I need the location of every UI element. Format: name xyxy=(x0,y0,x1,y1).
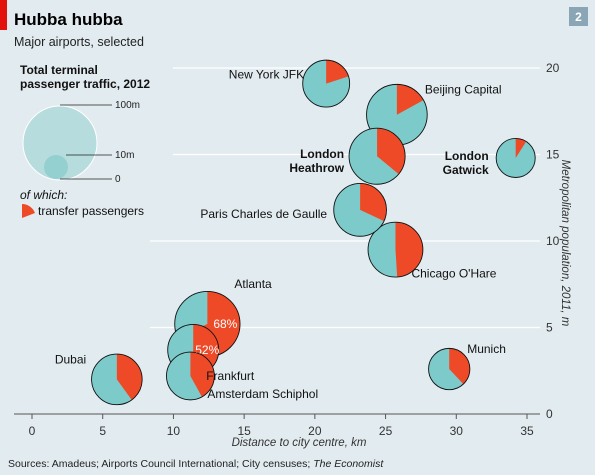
x-tick-30: 30 xyxy=(450,424,464,438)
transfer-slice-munich xyxy=(449,348,470,385)
transfer-slice-dubai xyxy=(116,354,143,400)
bubble-outline-chicago-o-hare xyxy=(367,221,424,278)
label-line-atlanta: Atlanta xyxy=(234,277,272,291)
bubble-outline-dubai xyxy=(91,353,143,406)
label-line-london-gatwick: Gatwick xyxy=(443,163,489,177)
gridlines xyxy=(14,67,540,415)
x-tick-5: 5 xyxy=(99,424,106,438)
transfer-slice-amsterdam-schiphol xyxy=(190,352,215,397)
label-line-amsterdam-schiphol: Amsterdam Schiphol xyxy=(207,387,318,401)
transfer-slice-london-gatwick xyxy=(515,138,527,158)
label-line-new-york-jfk: New York JFK xyxy=(229,68,304,82)
bubble-outline-new-york-jfk xyxy=(302,59,351,108)
legend-bubble-small xyxy=(44,155,68,179)
label-chicago-o-hare: Chicago O'Hare xyxy=(411,267,496,281)
label-line-frankfurt: Frankfurt xyxy=(206,369,255,383)
label-dubai: Dubai xyxy=(55,352,86,366)
label-new-york-jfk: New York JFK xyxy=(229,68,304,82)
label-london-heathrow: London Heathrow xyxy=(289,147,344,175)
y-tick-20: 20 xyxy=(546,61,560,75)
source-text: Sources: Amadeus; Airports Council Inter… xyxy=(8,458,313,470)
page-number: 2 xyxy=(575,10,582,24)
x-tick-15: 15 xyxy=(237,424,251,438)
bubble-outline-london-gatwick xyxy=(495,137,536,178)
legend: Total terminal passenger traffic, 2012 1… xyxy=(8,58,173,233)
bubble-outline-paris-charles-de-gaulle xyxy=(333,183,387,237)
bubble-dubai xyxy=(91,353,143,406)
bubble-london-heathrow xyxy=(348,127,406,185)
label-line-london-gatwick: London xyxy=(445,149,489,163)
bubbles: 68% 52% xyxy=(91,59,536,406)
x-axis-title: Distance to city centre, km xyxy=(232,437,367,449)
y-axis-title: Metropolitan population, 2011, m xyxy=(559,160,571,327)
source-publication: The Economist xyxy=(313,458,384,470)
transfer-slice-new-york-jfk xyxy=(326,60,349,84)
label-line-london-heathrow: Heathrow xyxy=(289,161,344,175)
brand-bar xyxy=(0,0,7,30)
bubble-outline-london-heathrow xyxy=(348,127,406,185)
label-munich: Munich xyxy=(467,342,506,356)
legend-of-which: of which: xyxy=(20,188,67,202)
x-tick-0: 0 xyxy=(29,424,36,438)
label-line-chicago-o-hare: Chicago O'Hare xyxy=(411,267,496,281)
y-tick-15: 15 xyxy=(546,148,560,162)
transfer-slice-london-heathrow xyxy=(377,128,406,175)
legend-title-line1: Total terminal xyxy=(20,63,98,77)
x-tick-25: 25 xyxy=(379,424,393,438)
source-note: Sources: Amadeus; Airports Council Inter… xyxy=(8,458,384,470)
y-tick-labels: 0 5 10 15 20 xyxy=(546,61,560,421)
pct-label-frankfurt: 52% xyxy=(195,343,219,357)
legend-size-zero: 0 xyxy=(115,174,121,185)
bubble-outline-munich xyxy=(428,347,471,391)
pct-label-atlanta: 68% xyxy=(213,317,237,331)
x-tick-20: 20 xyxy=(308,424,322,438)
label-line-paris-charles-de-gaulle: Paris Charles de Gaulle xyxy=(200,207,327,221)
label-line-dubai: Dubai xyxy=(55,352,86,366)
bubble-paris-charles-de-gaulle xyxy=(333,183,387,237)
label-paris-charles-de-gaulle: Paris Charles de Gaulle xyxy=(200,207,327,221)
bubble-outline-amsterdam-schiphol xyxy=(166,351,215,401)
label-line-beijing-capital: Beijing Capital xyxy=(425,83,502,97)
x-tick-35: 35 xyxy=(520,424,534,438)
label-frankfurt: Frankfurt xyxy=(206,369,255,383)
bubble-munich xyxy=(428,347,471,391)
legend-title-line2: passenger traffic, 2012 xyxy=(20,77,150,91)
bubble-new-york-jfk xyxy=(302,59,351,108)
bubble-amsterdam-schiphol xyxy=(166,351,215,401)
bubble-london-gatwick xyxy=(495,137,536,178)
y-tick-5: 5 xyxy=(546,321,553,335)
page-number-box xyxy=(569,7,588,26)
y-tick-10: 10 xyxy=(546,234,560,248)
label-amsterdam-schiphol: Amsterdam Schiphol xyxy=(207,387,318,401)
label-line-munich: Munich xyxy=(467,342,506,356)
label-london-gatwick: London Gatwick xyxy=(443,149,489,177)
chart-subtitle: Major airports, selected xyxy=(14,35,144,49)
label-beijing-capital: Beijing Capital xyxy=(425,83,502,97)
legend-transfer-swatch xyxy=(22,204,35,218)
legend-bubble-large xyxy=(22,105,98,181)
x-tick-10: 10 xyxy=(167,424,181,438)
label-atlanta: Atlanta xyxy=(234,277,272,291)
legend-size-large: 100m xyxy=(115,100,140,111)
chart-title: Hubba hubba xyxy=(14,10,123,29)
legend-transfer-label: transfer passengers xyxy=(38,204,144,218)
bubble-chicago-o-hare xyxy=(367,221,424,278)
label-line-london-heathrow: London xyxy=(300,147,344,161)
y-tick-0: 0 xyxy=(546,407,553,421)
x-tick-labels: 0 5 10 15 20 25 30 35 xyxy=(29,414,534,438)
legend-size-mid: 10m xyxy=(115,150,134,161)
transfer-slice-chicago-o-hare xyxy=(395,222,423,278)
